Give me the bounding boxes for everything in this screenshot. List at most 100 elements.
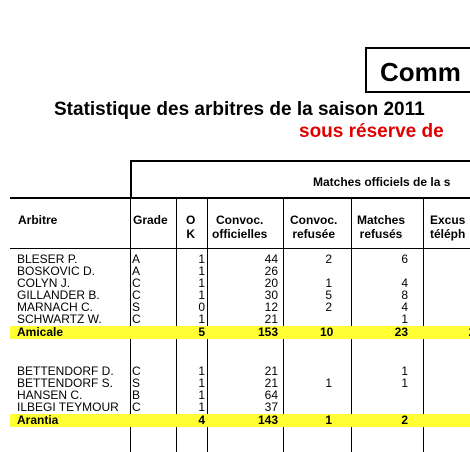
- cell-conv: 12: [264, 300, 278, 314]
- col-header-excuses: Excus téléph: [430, 213, 466, 241]
- table-header-border: [10, 197, 470, 199]
- total-row: Arantia 4 143 1 2 1: [10, 414, 470, 427]
- group-header: Matches officiels de la s: [313, 175, 451, 189]
- cell-grade: B: [132, 388, 141, 402]
- table-row: GILLANDER B. C 1 30 5 8 8: [10, 289, 470, 301]
- cell-grade: S: [132, 300, 141, 314]
- cell-ok: 1: [198, 400, 205, 414]
- cell-exc: 4: [462, 301, 470, 313]
- total-conv: 143: [257, 413, 278, 427]
- cell-ok: 0: [198, 300, 205, 314]
- table-row: SCHWARTZ W. C 1 21 1 1: [10, 313, 470, 325]
- col-header-convocations: Convoc. officielles: [212, 213, 268, 241]
- cell-ok: 1: [198, 288, 205, 302]
- total-row: Amicale 5 153 10 23 23: [10, 326, 470, 339]
- cell-grade: C: [132, 288, 141, 302]
- cell-conv: 30: [264, 288, 278, 302]
- table-row: BOSKOVIC D. A 1 26: [10, 265, 470, 277]
- col-header-arbitre: Arbitre: [18, 213, 58, 227]
- cell-name: BETTENDORF S.: [17, 377, 114, 389]
- cell-grade: C: [132, 276, 141, 290]
- cell-grade: C: [132, 312, 141, 326]
- cell-ok: 1: [198, 364, 205, 378]
- total-ok: 5: [198, 325, 205, 339]
- cell-grade: C: [132, 400, 141, 414]
- cell-conv: 21: [264, 376, 278, 390]
- total-ok: 4: [198, 413, 205, 427]
- cell-ok: 1: [198, 264, 205, 278]
- cell-name: HANSEN C.: [17, 389, 83, 401]
- cell-ref: 5: [325, 288, 332, 302]
- cell-name: GILLANDER B.: [17, 289, 100, 301]
- cell-conv: 64: [264, 388, 278, 402]
- cell-conv: 21: [264, 364, 278, 378]
- table-row: MARNACH C.S012244: [10, 301, 470, 313]
- cell-mref: 1: [401, 364, 408, 378]
- cell-conv: 37: [264, 400, 278, 414]
- cell-ref: 1: [325, 276, 332, 290]
- total-mref: 2: [401, 413, 408, 427]
- table-top-border: [130, 160, 470, 162]
- total-ref: 10: [320, 325, 334, 339]
- col-header-refused-convocations: Convoc. refusée: [290, 213, 338, 241]
- col-divider: [176, 198, 177, 452]
- total-exc: 23: [462, 326, 470, 338]
- cell-ref: 1: [325, 376, 332, 390]
- table-row: HANSEN C. B 1 64: [10, 389, 470, 401]
- table-row: BLESER P. A 1 44 2 6 6: [10, 253, 470, 265]
- col-header-refused-matches: Matches refusés: [357, 213, 406, 241]
- cell-exc: 8: [462, 289, 470, 301]
- cell-conv: 26: [264, 264, 278, 278]
- cell-ref: 2: [325, 252, 332, 266]
- cell-name: COLYN J.: [17, 277, 71, 289]
- col-divider: [351, 198, 352, 452]
- total-mref: 23: [394, 325, 408, 339]
- table-row: BETTENDORF D. C 1 21 1 1: [10, 365, 470, 377]
- subtitle: Statistique des arbitres de la saison 20…: [54, 99, 425, 120]
- cell-ok: 1: [198, 276, 205, 290]
- cell-exc: 1: [462, 365, 470, 377]
- cell-grade: A: [132, 264, 141, 278]
- table-left-border: [130, 160, 132, 198]
- page-title: Comm: [365, 47, 470, 93]
- cell-name: BLESER P.: [17, 253, 78, 265]
- cell-mref: 1: [401, 376, 408, 390]
- cell-name: BOSKOVIC D.: [17, 265, 96, 277]
- cell-name: BETTENDORF D.: [17, 365, 114, 377]
- cell-mref: 8: [401, 288, 408, 302]
- table-row: BETTENDORF S. S 1 21 1 1 0: [10, 377, 470, 389]
- cell-mref: 4: [401, 276, 408, 290]
- cell-exc: 0: [462, 377, 470, 389]
- cell-name: ILBEGI TEYMOUR: [17, 401, 119, 413]
- col-divider: [423, 198, 424, 452]
- total-ref: 1: [325, 413, 332, 427]
- cell-ok: 1: [198, 252, 205, 266]
- total-name: Amicale: [17, 326, 64, 338]
- cell-grade: C: [132, 364, 141, 378]
- cell-name: SCHWARTZ W.: [17, 313, 102, 325]
- total-exc: 1: [462, 414, 470, 426]
- table-row: COLYN J. C 1 20 1 4 4: [10, 277, 470, 289]
- cell-exc: 6: [462, 253, 470, 265]
- total-name: Arantia: [17, 414, 59, 426]
- cell-ok: 1: [198, 312, 205, 326]
- cell-conv: 44: [264, 252, 278, 266]
- cell-ok: 1: [198, 388, 205, 402]
- cell-conv: 20: [264, 276, 278, 290]
- cell-mref: 4: [401, 300, 408, 314]
- cell-grade: A: [132, 252, 141, 266]
- total-conv: 153: [257, 325, 278, 339]
- col-divider: [207, 198, 208, 452]
- cell-mref: 1: [401, 312, 408, 326]
- header-bottom-border: [10, 248, 470, 249]
- col-divider: [283, 198, 284, 452]
- cell-ref: 2: [325, 300, 332, 314]
- cell-exc: 4: [462, 277, 470, 289]
- col-header-grade: Grade: [133, 213, 168, 227]
- cell-mref: 6: [401, 252, 408, 266]
- cell-conv: 21: [264, 312, 278, 326]
- cell-ok: 1: [198, 376, 205, 390]
- cell-exc: 1: [462, 313, 470, 325]
- table-row: ILBEGI TEYMOUR C 1 37: [10, 401, 470, 413]
